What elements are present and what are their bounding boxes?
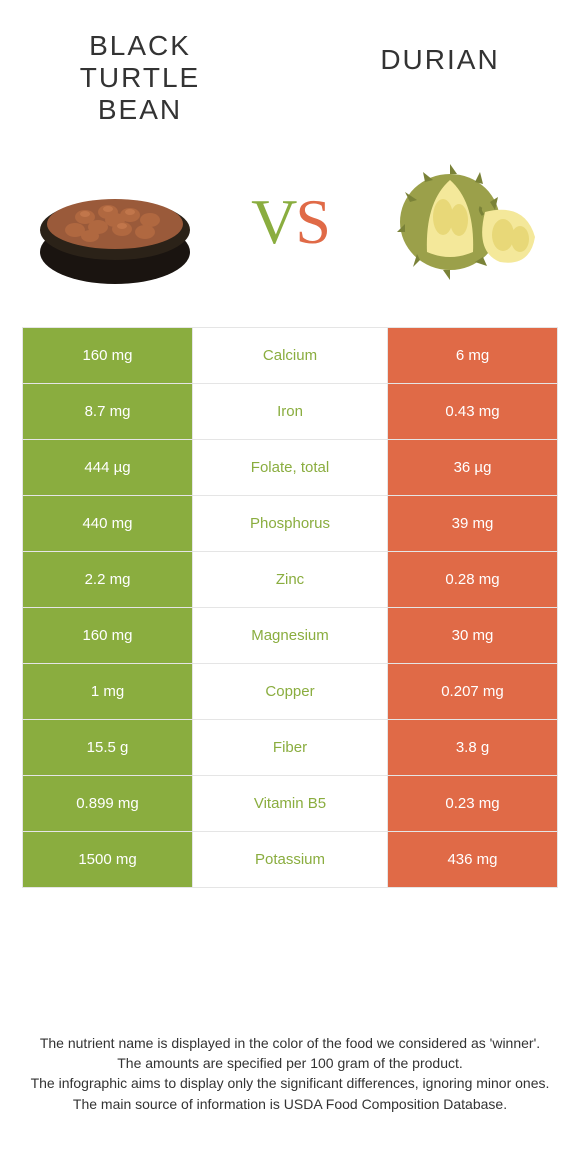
table-row: 1500 mgPotassium436 mg: [23, 832, 557, 888]
footer-line: The nutrient name is displayed in the co…: [30, 1033, 550, 1053]
right-value-cell: 0.207 mg: [387, 664, 557, 719]
left-value-cell: 2.2 mg: [23, 552, 193, 607]
nutrient-label-cell: Phosphorus: [193, 496, 387, 551]
nutrient-label-cell: Vitamin B5: [193, 776, 387, 831]
table-row: 1 mgCopper0.207 mg: [23, 664, 557, 720]
nutrient-label-cell: Copper: [193, 664, 387, 719]
table-row: 0.899 mgVitamin B50.23 mg: [23, 776, 557, 832]
left-value-cell: 0.899 mg: [23, 776, 193, 831]
footer-notes: The nutrient name is displayed in the co…: [30, 1033, 550, 1114]
right-value-cell: 0.28 mg: [387, 552, 557, 607]
nutrient-label-cell: Fiber: [193, 720, 387, 775]
right-food-title: DURIAN: [340, 30, 540, 76]
footer-line: The amounts are specified per 100 gram o…: [30, 1053, 550, 1073]
vs-label: VS: [251, 185, 329, 259]
right-value-cell: 6 mg: [387, 328, 557, 383]
right-food-image: [380, 147, 550, 297]
right-value-cell: 39 mg: [387, 496, 557, 551]
nutrient-label-cell: Zinc: [193, 552, 387, 607]
images-row: VS: [0, 127, 580, 327]
table-row: 15.5 gFiber3.8 g: [23, 720, 557, 776]
right-value-cell: 436 mg: [387, 832, 557, 887]
right-value-cell: 0.23 mg: [387, 776, 557, 831]
left-value-cell: 444 µg: [23, 440, 193, 495]
right-value-cell: 0.43 mg: [387, 384, 557, 439]
vs-v-letter: V: [251, 186, 295, 257]
nutrient-label-cell: Magnesium: [193, 608, 387, 663]
nutrient-table: 160 mgCalcium6 mg8.7 mgIron0.43 mg444 µg…: [22, 327, 558, 888]
nutrient-label-cell: Calcium: [193, 328, 387, 383]
table-row: 444 µgFolate, total36 µg: [23, 440, 557, 496]
footer-line: The main source of information is USDA F…: [30, 1094, 550, 1114]
table-row: 160 mgCalcium6 mg: [23, 328, 557, 384]
footer-line: The infographic aims to display only the…: [30, 1073, 550, 1093]
vs-s-letter: S: [295, 186, 329, 257]
left-food-title: BLACK TURTLE BEAN: [40, 30, 240, 127]
table-row: 8.7 mgIron0.43 mg: [23, 384, 557, 440]
header: BLACK TURTLE BEAN DURIAN: [0, 0, 580, 127]
table-row: 160 mgMagnesium30 mg: [23, 608, 557, 664]
nutrient-label-cell: Iron: [193, 384, 387, 439]
right-value-cell: 36 µg: [387, 440, 557, 495]
left-value-cell: 160 mg: [23, 608, 193, 663]
table-row: 440 mgPhosphorus39 mg: [23, 496, 557, 552]
left-food-image: [30, 147, 200, 297]
left-value-cell: 1500 mg: [23, 832, 193, 887]
left-value-cell: 15.5 g: [23, 720, 193, 775]
left-value-cell: 8.7 mg: [23, 384, 193, 439]
nutrient-label-cell: Folate, total: [193, 440, 387, 495]
left-value-cell: 160 mg: [23, 328, 193, 383]
left-value-cell: 1 mg: [23, 664, 193, 719]
left-value-cell: 440 mg: [23, 496, 193, 551]
table-row: 2.2 mgZinc0.28 mg: [23, 552, 557, 608]
nutrient-label-cell: Potassium: [193, 832, 387, 887]
right-value-cell: 3.8 g: [387, 720, 557, 775]
right-value-cell: 30 mg: [387, 608, 557, 663]
